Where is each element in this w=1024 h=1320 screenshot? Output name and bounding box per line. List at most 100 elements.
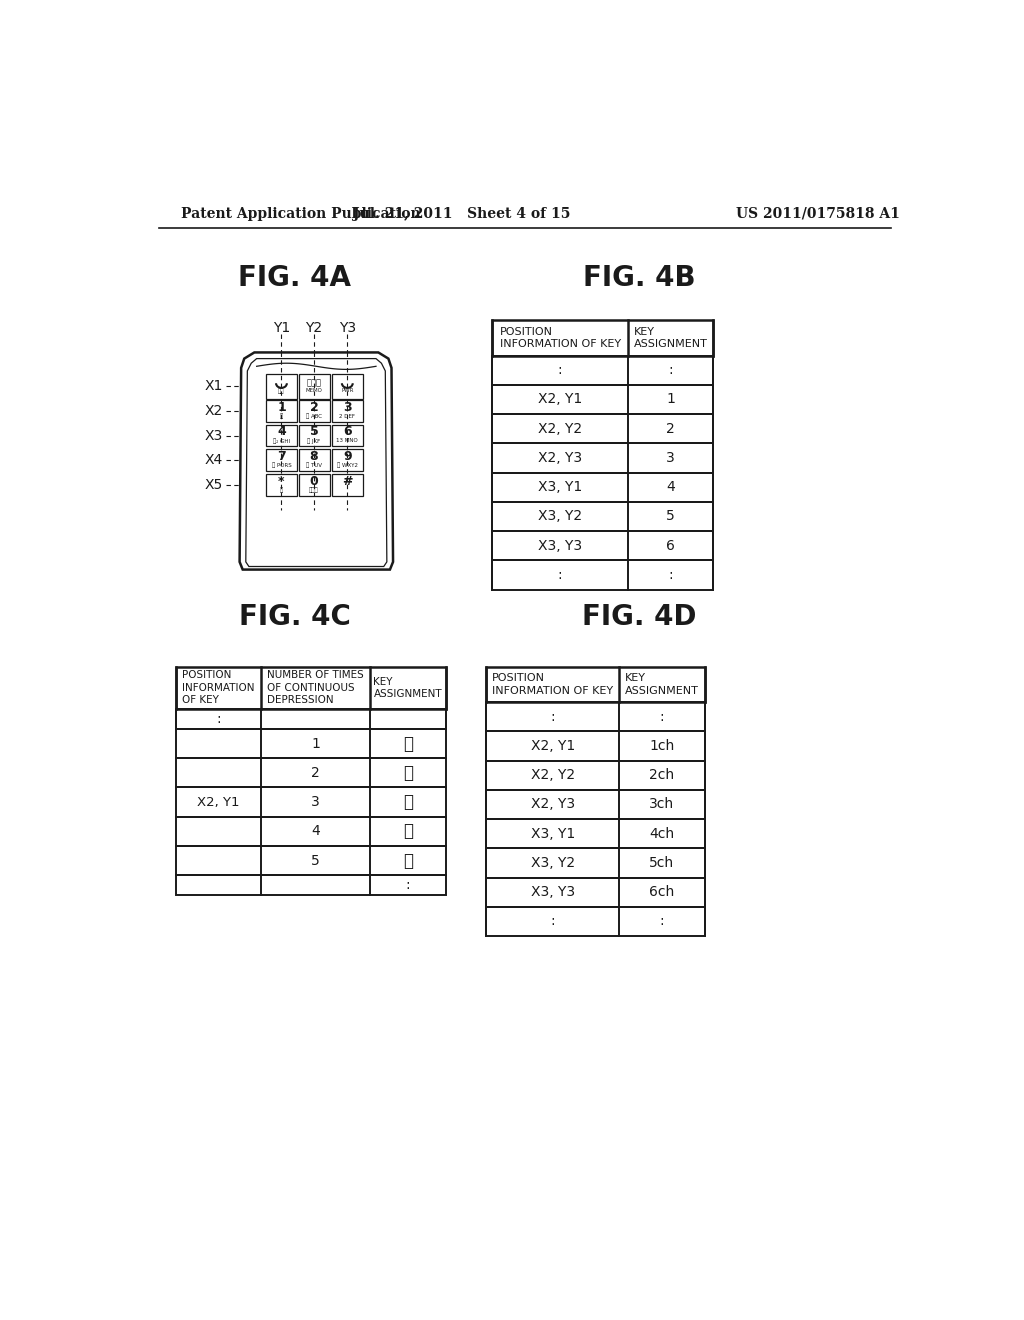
- Text: 5: 5: [309, 425, 318, 438]
- Bar: [299, 374, 330, 399]
- Text: NUMBER OF TIMES
OF CONTINUOUS
DEPRESSION: NUMBER OF TIMES OF CONTINUOUS DEPRESSION: [267, 671, 364, 705]
- Text: 5: 5: [311, 854, 319, 867]
- Text: :: :: [669, 568, 673, 582]
- Text: 3ch: 3ch: [649, 797, 675, 812]
- Text: ま PORS: ま PORS: [271, 463, 291, 469]
- Text: X3: X3: [205, 429, 223, 442]
- Bar: [266, 425, 297, 446]
- Text: 2: 2: [311, 766, 319, 780]
- Text: PWR: PWR: [341, 388, 353, 393]
- Text: :: :: [558, 363, 562, 378]
- Text: X3, Y1: X3, Y1: [530, 826, 574, 841]
- Text: う: う: [402, 793, 413, 810]
- Text: *: *: [279, 474, 285, 487]
- Bar: [299, 474, 330, 496]
- Text: 0: 0: [309, 474, 318, 487]
- Bar: [332, 374, 362, 399]
- Bar: [493, 321, 713, 355]
- Text: ら WXY2: ら WXY2: [337, 463, 357, 469]
- Bar: [493, 473, 713, 502]
- Bar: [332, 449, 362, 471]
- Text: :: :: [550, 710, 555, 723]
- Bar: [486, 878, 705, 907]
- Bar: [493, 531, 713, 560]
- Text: X2, Y3: X2, Y3: [530, 797, 574, 812]
- Text: X2, Y1: X2, Y1: [538, 392, 583, 407]
- Text: :: :: [550, 915, 555, 928]
- Text: お: お: [402, 851, 413, 870]
- Text: :: :: [216, 711, 221, 726]
- Text: 8: 8: [309, 450, 318, 463]
- Bar: [486, 849, 705, 878]
- Bar: [486, 667, 705, 702]
- Text: 3: 3: [667, 451, 675, 465]
- Bar: [299, 425, 330, 446]
- Bar: [493, 385, 713, 414]
- Text: KEY
ASSIGNMENT: KEY ASSIGNMENT: [634, 326, 708, 348]
- Text: X2, Y1: X2, Y1: [530, 739, 574, 752]
- Text: 2: 2: [667, 421, 675, 436]
- Text: X2, Y2: X2, Y2: [538, 421, 582, 436]
- Text: KEY
ASSIGNMENT: KEY ASSIGNMENT: [625, 673, 699, 696]
- Text: X2, Y3: X2, Y3: [538, 451, 582, 465]
- Bar: [493, 414, 713, 444]
- Text: た₂ GHI: た₂ GHI: [272, 438, 290, 444]
- Text: FIG. 4C: FIG. 4C: [239, 602, 350, 631]
- Text: 6: 6: [343, 425, 351, 438]
- Bar: [493, 444, 713, 473]
- Text: 2: 2: [309, 400, 318, 413]
- Text: X3, Y2: X3, Y2: [530, 855, 574, 870]
- Text: 6ch: 6ch: [649, 886, 675, 899]
- Text: 1: 1: [311, 737, 319, 751]
- Bar: [486, 818, 705, 849]
- Text: あ: あ: [402, 735, 413, 752]
- Bar: [176, 875, 445, 895]
- Bar: [266, 474, 297, 496]
- Bar: [493, 355, 713, 385]
- Text: FIG. 4A: FIG. 4A: [239, 264, 351, 292]
- Bar: [176, 846, 445, 875]
- Text: POSITION
INFORMATION OF KEY: POSITION INFORMATION OF KEY: [493, 673, 613, 696]
- Text: KEY
ASSIGNMENT: KEY ASSIGNMENT: [374, 677, 442, 700]
- Bar: [486, 789, 705, 818]
- Text: な JKF: な JKF: [307, 438, 321, 444]
- Bar: [176, 667, 445, 709]
- Text: え: え: [402, 822, 413, 841]
- Bar: [266, 449, 297, 471]
- Text: FIG. 4B: FIG. 4B: [584, 264, 696, 292]
- Text: 小: 小: [280, 487, 283, 494]
- Bar: [486, 731, 705, 760]
- Bar: [332, 474, 362, 496]
- Bar: [332, 425, 362, 446]
- Text: 7: 7: [278, 450, 286, 463]
- Text: X2, Y1: X2, Y1: [198, 796, 240, 809]
- Text: や TUV: や TUV: [306, 463, 322, 469]
- Bar: [486, 702, 705, 731]
- Text: 5ch: 5ch: [649, 855, 675, 870]
- Text: US 2011/0175818 A1: US 2011/0175818 A1: [736, 207, 900, 220]
- Text: 4: 4: [667, 480, 675, 494]
- Bar: [299, 449, 330, 471]
- Text: 4: 4: [311, 825, 319, 838]
- Text: 5: 5: [667, 510, 675, 524]
- Text: 3: 3: [343, 400, 351, 413]
- Text: FIG. 4D: FIG. 4D: [583, 602, 696, 631]
- Text: 6: 6: [666, 539, 675, 553]
- Text: X3, Y3: X3, Y3: [530, 886, 574, 899]
- Text: 3: 3: [311, 795, 319, 809]
- Text: ペ: ペ: [279, 388, 285, 393]
- Text: あ: あ: [280, 413, 283, 420]
- Text: 4ch: 4ch: [649, 826, 675, 841]
- Bar: [486, 760, 705, 789]
- Text: 1: 1: [278, 400, 286, 413]
- Bar: [493, 502, 713, 531]
- Bar: [486, 907, 705, 936]
- Text: 4: 4: [278, 425, 286, 438]
- Text: MEMO: MEMO: [305, 388, 323, 393]
- Bar: [266, 374, 297, 399]
- Text: 1ch: 1ch: [649, 739, 675, 752]
- Text: クリア: クリア: [306, 378, 322, 387]
- Text: X5: X5: [205, 478, 223, 492]
- Text: 2ch: 2ch: [649, 768, 675, 783]
- Text: X1: X1: [205, 379, 223, 393]
